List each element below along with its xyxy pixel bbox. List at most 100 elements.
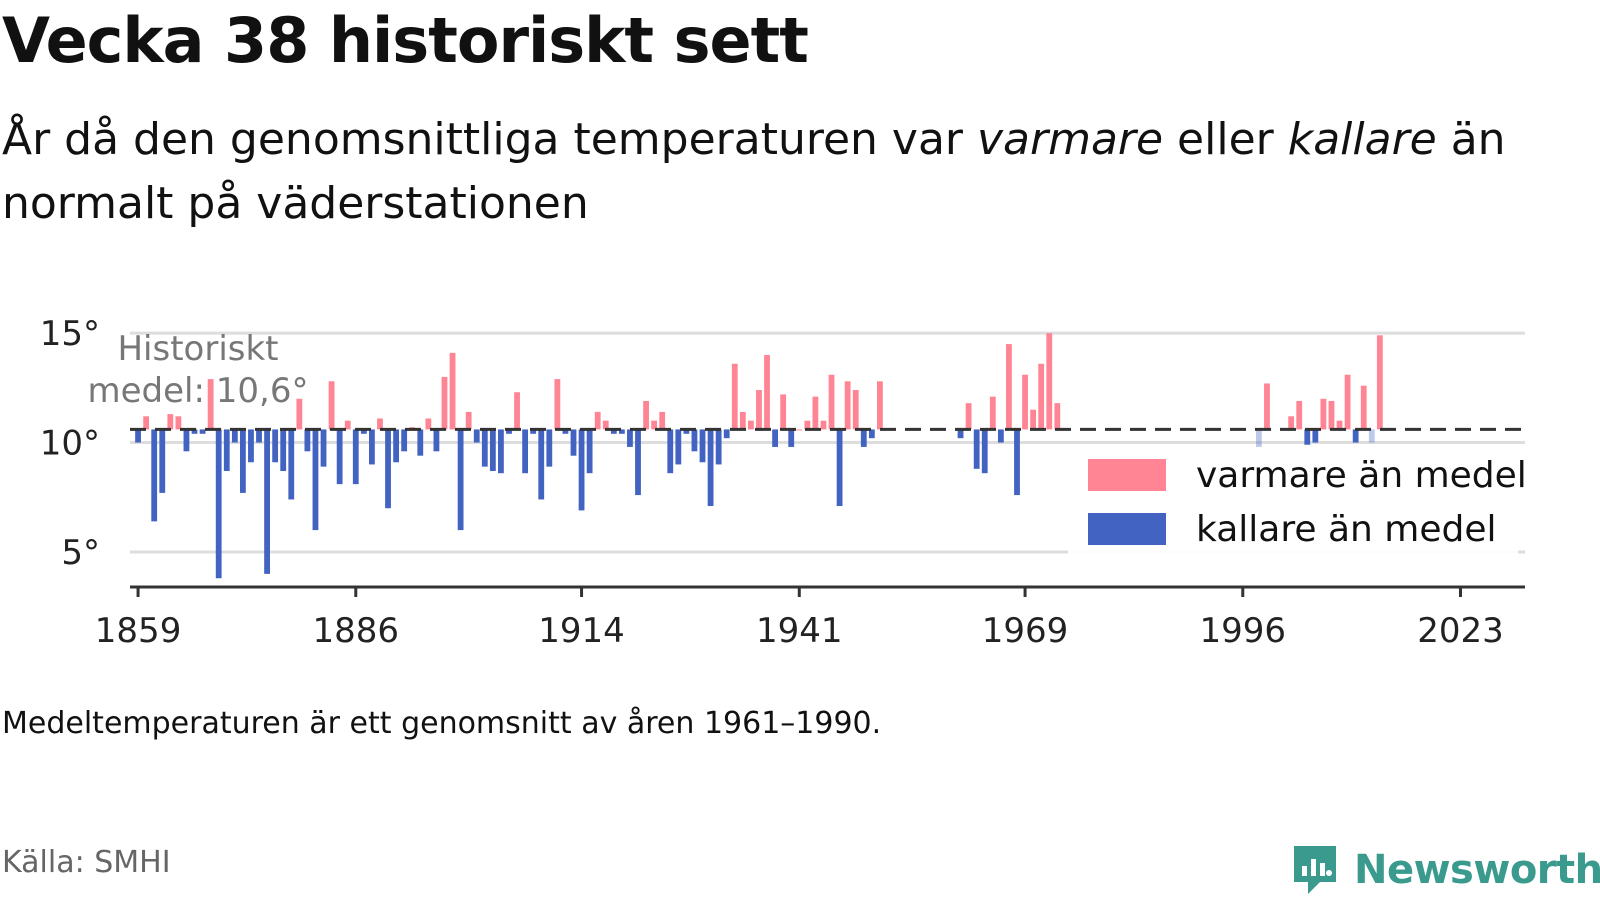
bar-1951 [877,381,883,430]
bar-1891 [393,429,400,463]
bar-1880 [304,429,311,452]
legend-swatch-cold [1088,513,1166,545]
bar-1879 [296,398,303,430]
bar-1947 [844,381,851,430]
legend-item-warm: varmare än medel [1088,455,1527,496]
bar-1895 [425,418,432,430]
subtitle-cold-word: kallare [1287,114,1437,165]
bar-1966 [997,429,1004,443]
bar-1923 [651,420,658,430]
bar-1886 [352,429,359,485]
bar-1930 [707,429,714,507]
bar-1872 [239,429,246,493]
bar-1889 [377,418,383,430]
bar-2004 [1304,429,1311,445]
bar-1877 [280,429,287,472]
bar-2013 [1376,335,1383,430]
bar-1929 [699,429,706,463]
bar-1970 [1030,409,1037,430]
bar-1921 [635,429,641,496]
bar-1914 [578,429,585,511]
legend-swatch-warm [1088,459,1166,491]
bar-1965 [989,396,996,430]
bar-1904 [498,429,504,474]
bar-1867 [199,429,206,434]
bar-1918 [610,429,617,434]
chart-subtitle: År då den genomsnittliga temperaturen va… [2,108,1562,236]
bar-1912 [562,429,569,434]
x-tick-label-1941: 1941 [756,611,843,651]
bar-1919 [618,429,625,434]
bar-1962 [965,403,972,430]
bar-1906 [514,392,520,430]
bar-1859 [135,429,141,443]
bar-1941 [796,429,803,431]
bar-2012 [1368,429,1375,443]
y-tick-label-10: 10° [40,424,100,464]
bar-1898 [449,352,456,430]
bar-1864 [175,416,182,430]
bar-1887 [360,429,367,434]
bar-1873 [248,429,254,463]
bar-1917 [602,420,609,430]
bar-1961 [957,429,964,439]
bar-1907 [522,429,529,474]
bar-2009 [1344,374,1351,430]
bar-1938 [772,429,778,447]
x-tick-label-1914: 1914 [538,611,625,651]
bar-1871 [231,429,238,443]
bar-1940 [788,429,795,447]
bar-1888 [369,429,375,465]
bar-1862 [159,429,166,493]
bar-1950 [868,429,875,439]
bar-1865 [183,429,190,452]
bar-1866 [191,429,198,434]
bar-1935 [747,420,754,430]
bar-1916 [594,411,601,430]
legend: varmare än medel kallare än medel [1068,450,1527,560]
subtitle-part1: År då den genomsnittliga temperaturen va… [2,114,977,165]
bar-1931 [715,429,722,465]
bar-1926 [675,429,682,465]
bar-2011 [1360,385,1367,430]
baseline-label-line1: Historiskt [117,329,278,369]
bar-1964 [981,429,988,474]
bar-1875 [264,429,270,574]
bar-1894 [417,429,424,456]
bar-1932 [723,429,730,439]
temperature-bar-chart: 5° 10° 15° Historiskt medel: 10,6° 1859 188… [40,314,1525,651]
bar-1972 [1046,333,1053,430]
bar-1942 [804,420,811,430]
bar-2010 [1352,429,1359,443]
y-axis-labels: 5° 10° 15° [40,314,100,573]
x-axis-ticks: 1859 1886 1914 1941 1969 1996 2023 [95,587,1504,651]
subtitle-warm-word: varmare [976,114,1164,165]
bar-1973 [1054,403,1061,430]
legend-label-warm: varmare än medel [1196,454,1527,496]
bar-1883 [328,381,335,430]
bar-2005 [1312,429,1319,443]
bar-2006 [1320,398,1327,430]
bar-1882 [320,429,327,467]
bar-2007 [1328,400,1335,430]
bar-1903 [489,429,496,472]
chart-title: Vecka 38 historiskt sett [2,4,809,77]
bar-1963 [973,429,980,469]
bar-1890 [385,429,391,509]
bar-2008 [1336,420,1343,430]
subtitle-part3: än normalt på väderstationen [2,114,1506,229]
bar-1944 [820,420,827,430]
bar-1936 [756,390,762,430]
bar-1910 [546,429,553,467]
bar-1967 [1006,344,1012,430]
bar-2003 [1296,400,1303,430]
x-tick-label-1859: 1859 [95,611,182,651]
legend-label-cold: kallare än medel [1196,508,1497,550]
bar-1946 [836,429,843,507]
bar-1870 [223,429,230,472]
bar-1878 [288,429,295,500]
bar-1902 [481,429,488,467]
bar-1884 [336,429,343,485]
x-tick-label-1969: 1969 [982,611,1069,651]
baseline-label-line2: medel: 10,6° [88,371,309,411]
